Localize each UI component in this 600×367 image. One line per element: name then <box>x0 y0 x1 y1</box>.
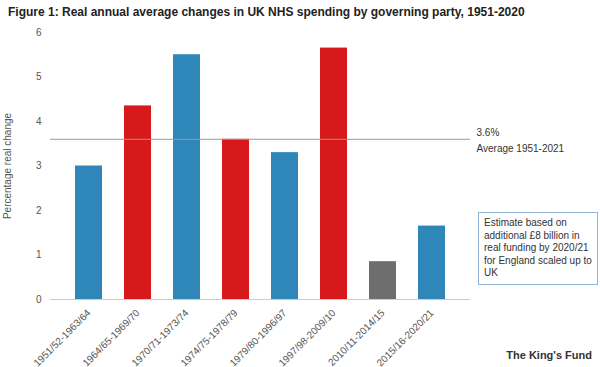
svg-text:2: 2 <box>36 205 42 216</box>
svg-text:2015/16-2020/21: 2015/16-2020/21 <box>374 307 436 367</box>
svg-text:5: 5 <box>36 71 42 82</box>
svg-text:1: 1 <box>36 249 42 260</box>
svg-text:3: 3 <box>36 160 42 171</box>
svg-text:4: 4 <box>36 116 42 127</box>
html-text:Estimate based on additional £: Estimate based on additional £8 billion … <box>484 217 592 278</box>
svg-text:6: 6 <box>36 27 42 38</box>
svg-text:0: 0 <box>36 294 42 305</box>
html-text:Figure 1: Real annual average: Figure 1: Real annual average changes in… <box>8 5 525 19</box>
svg-text:Percentage real change: Percentage real change <box>2 112 13 219</box>
svg-text:3.6%Average 1951-2021: 3.6%Average 1951-2021 <box>477 127 565 154</box>
html-text:The King's Fund: The King's Fund <box>506 349 592 361</box>
